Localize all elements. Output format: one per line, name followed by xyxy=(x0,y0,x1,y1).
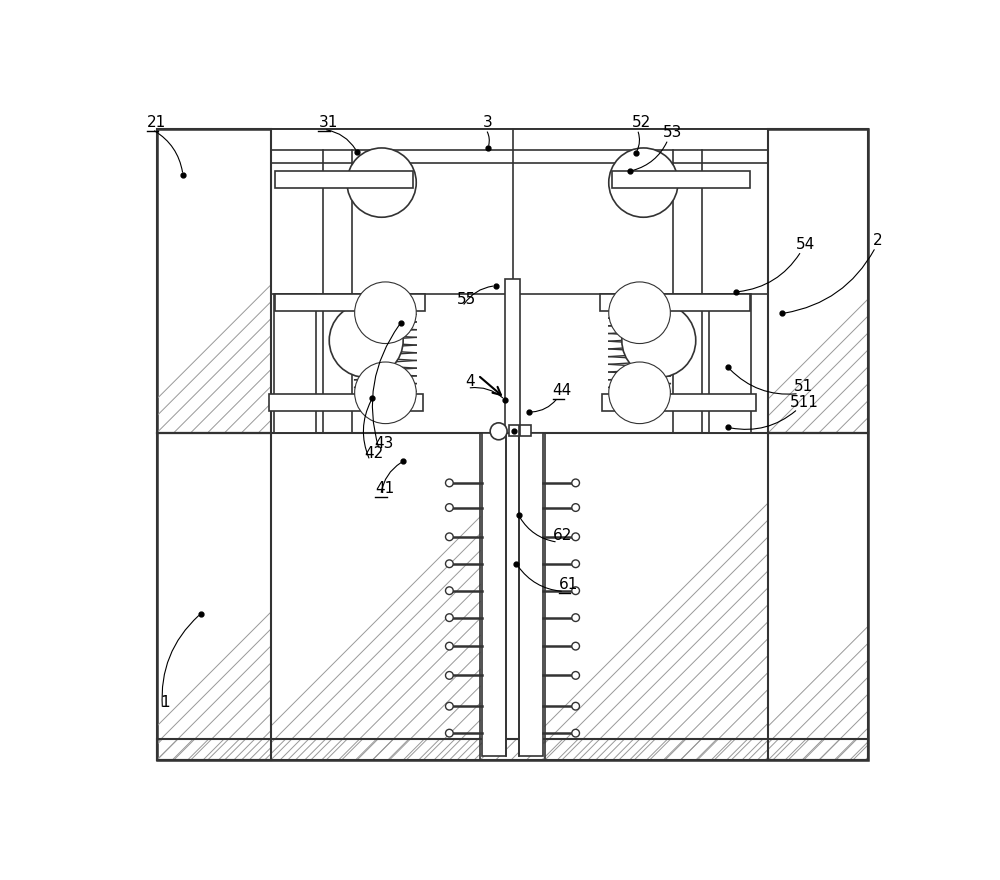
Circle shape xyxy=(572,614,579,621)
Text: 43: 43 xyxy=(374,436,393,451)
Bar xyxy=(271,128,768,433)
Circle shape xyxy=(355,362,416,423)
Bar xyxy=(520,425,531,436)
Bar xyxy=(545,433,768,760)
Bar xyxy=(271,433,480,760)
Circle shape xyxy=(446,730,453,737)
Bar xyxy=(157,433,271,760)
Text: 51: 51 xyxy=(794,379,813,394)
Circle shape xyxy=(572,702,579,710)
Text: 54: 54 xyxy=(796,237,815,252)
Circle shape xyxy=(572,503,579,511)
Bar xyxy=(602,394,756,411)
Circle shape xyxy=(446,479,453,487)
Bar xyxy=(505,279,520,433)
Circle shape xyxy=(609,362,670,423)
Circle shape xyxy=(446,671,453,679)
Text: 53: 53 xyxy=(663,125,682,140)
Circle shape xyxy=(329,304,403,378)
Text: 62: 62 xyxy=(553,528,572,543)
Circle shape xyxy=(572,642,579,650)
Circle shape xyxy=(572,560,579,568)
Circle shape xyxy=(490,422,507,440)
Circle shape xyxy=(622,304,696,378)
Circle shape xyxy=(446,614,453,621)
Text: 55: 55 xyxy=(457,292,476,307)
Circle shape xyxy=(446,642,453,650)
Circle shape xyxy=(446,533,453,540)
Bar xyxy=(768,433,868,760)
Text: 511: 511 xyxy=(790,395,819,410)
Bar xyxy=(275,294,425,312)
Bar xyxy=(482,433,506,756)
Bar xyxy=(274,294,316,433)
Circle shape xyxy=(446,503,453,511)
Text: 2: 2 xyxy=(873,233,882,248)
Bar xyxy=(768,128,868,433)
Circle shape xyxy=(446,560,453,568)
Circle shape xyxy=(572,533,579,540)
Circle shape xyxy=(609,282,670,343)
Text: 61: 61 xyxy=(559,577,578,592)
Text: 4: 4 xyxy=(465,374,474,389)
Circle shape xyxy=(572,671,579,679)
Bar xyxy=(157,738,868,760)
Bar xyxy=(519,433,543,756)
Bar xyxy=(271,433,768,760)
Text: 21: 21 xyxy=(147,115,166,130)
Text: 41: 41 xyxy=(375,481,395,496)
Text: 44: 44 xyxy=(553,383,572,398)
Circle shape xyxy=(347,148,416,217)
Text: 31: 31 xyxy=(318,115,338,130)
Circle shape xyxy=(355,282,416,343)
Circle shape xyxy=(572,479,579,487)
Circle shape xyxy=(446,587,453,595)
Text: 52: 52 xyxy=(632,115,651,130)
Circle shape xyxy=(572,730,579,737)
Bar xyxy=(509,425,519,436)
Bar xyxy=(271,128,768,150)
Bar xyxy=(709,294,751,433)
Bar xyxy=(269,394,423,411)
Circle shape xyxy=(572,587,579,595)
Text: 42: 42 xyxy=(365,446,384,461)
Bar xyxy=(600,294,750,312)
Circle shape xyxy=(446,702,453,710)
Bar xyxy=(612,171,750,188)
Bar xyxy=(157,128,271,433)
Text: 1: 1 xyxy=(160,695,169,710)
Circle shape xyxy=(609,148,678,217)
Text: 3: 3 xyxy=(483,115,493,130)
Bar xyxy=(275,171,413,188)
